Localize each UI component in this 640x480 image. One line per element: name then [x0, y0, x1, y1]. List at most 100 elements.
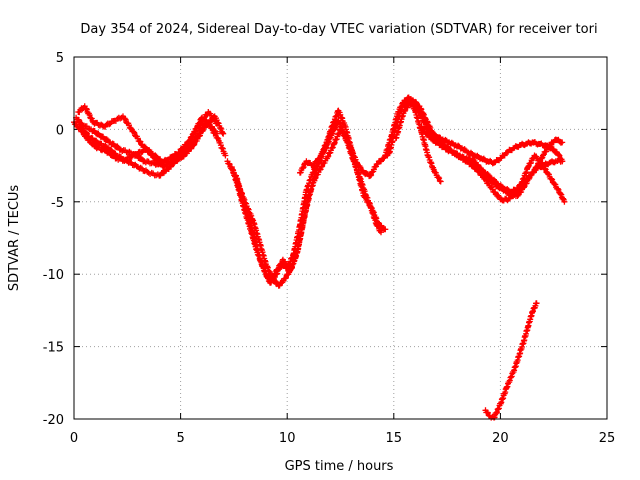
data-point [546, 171, 549, 175]
data-point [556, 152, 560, 156]
data-point-markers [403, 97, 568, 205]
data-point [535, 165, 538, 169]
data-point [254, 241, 257, 244]
data-point [326, 155, 329, 159]
data-point [507, 197, 511, 201]
data-point [74, 116, 78, 120]
data-point [509, 190, 513, 193]
data-point [298, 171, 302, 175]
data-point [471, 162, 474, 166]
data-point [332, 142, 336, 146]
data-point [288, 270, 291, 273]
data-point [298, 223, 302, 227]
data-point [123, 158, 127, 162]
plot-frame [73, 56, 608, 420]
data-point [405, 106, 408, 109]
data-point [439, 144, 442, 147]
data-point [480, 157, 483, 160]
data-point [198, 122, 201, 125]
data-point [420, 125, 423, 128]
data-point [426, 133, 430, 137]
data-point [522, 339, 526, 343]
data-point [145, 148, 148, 151]
data-point [505, 385, 508, 389]
data-point [505, 151, 508, 154]
data-point [279, 262, 283, 266]
data-point [497, 183, 500, 186]
data-point [337, 109, 340, 112]
x-axis-label: GPS time / hours [285, 459, 394, 474]
data-series-track-7 [233, 107, 384, 282]
data-point [384, 154, 387, 157]
data-point [91, 120, 95, 124]
data-point [320, 165, 323, 169]
data-point-markers [392, 97, 566, 200]
data-point [490, 177, 494, 180]
data-point [286, 267, 289, 270]
data-point [143, 160, 146, 163]
data-point [488, 184, 491, 188]
data-series-track-11 [403, 97, 568, 205]
x-tick-label: 25 [599, 431, 616, 446]
data-point [522, 180, 526, 183]
data-point [375, 223, 378, 227]
y-tick-label: 5 [56, 51, 64, 66]
data-point [173, 160, 176, 163]
data-point [268, 281, 272, 285]
data-point [258, 241, 261, 244]
data-point [452, 151, 455, 154]
data-point [503, 187, 506, 190]
y-tick-label: 0 [56, 123, 64, 138]
data-point [356, 171, 359, 175]
x-tick-label: 15 [386, 431, 403, 446]
data-point [311, 164, 314, 167]
data-point [445, 148, 449, 151]
data-point [153, 157, 157, 160]
data-point [439, 180, 442, 183]
data-point [394, 136, 398, 140]
data-point [531, 141, 534, 144]
data-point [177, 151, 180, 154]
data-point [499, 157, 502, 160]
data-point [458, 154, 462, 157]
data-point [369, 174, 372, 177]
data-point [119, 148, 123, 151]
data-point [509, 375, 513, 379]
data-point [224, 154, 227, 157]
data-point [307, 194, 310, 198]
data-point [426, 154, 430, 157]
data-point [194, 138, 197, 141]
data-point [561, 160, 564, 163]
data-point [317, 157, 321, 160]
data-point [330, 125, 334, 128]
data-point [488, 414, 491, 418]
data-point [430, 131, 434, 134]
data-point [230, 165, 233, 169]
data-point [311, 171, 314, 175]
data-series-track-13 [482, 300, 540, 421]
data-point [330, 132, 334, 135]
data-point [222, 132, 225, 135]
data-point [362, 171, 366, 175]
data-point [141, 144, 144, 147]
data-point [563, 200, 566, 203]
data-point [518, 352, 521, 356]
data-point [266, 277, 270, 280]
y-tick-labels: 5 0 -5 -10 -15 -20 [43, 51, 64, 428]
data-series-track-10 [392, 97, 566, 200]
data-point [369, 204, 372, 208]
y-tick-label: -10 [43, 268, 64, 283]
data-point [424, 118, 427, 121]
data-point [226, 160, 229, 163]
data-point [292, 252, 295, 256]
data-point [384, 228, 387, 231]
data-point [83, 105, 86, 108]
grid [74, 57, 607, 419]
y-tick-label: -20 [43, 413, 64, 428]
data-point [552, 181, 555, 185]
data-point [187, 139, 191, 143]
data-point [313, 177, 317, 180]
data-point [522, 186, 526, 189]
data-point [448, 141, 451, 144]
data-point [401, 115, 404, 118]
